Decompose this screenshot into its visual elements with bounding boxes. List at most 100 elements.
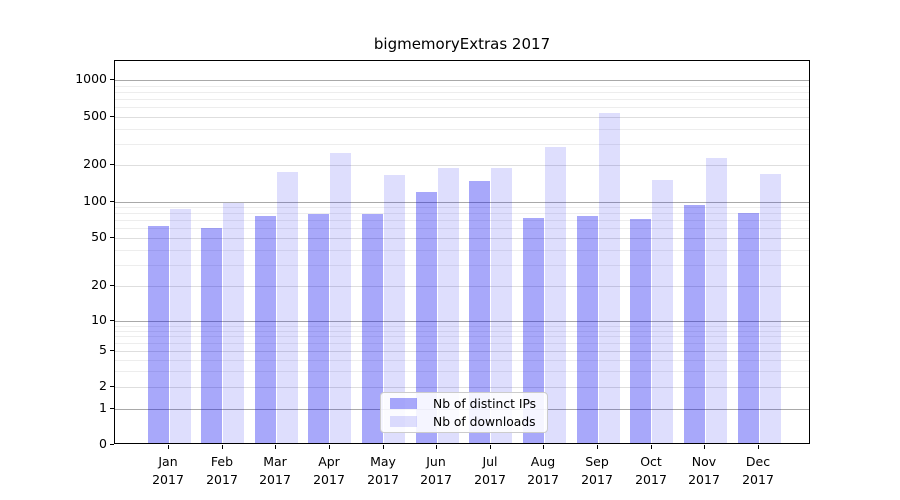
- x-tick-dec: [758, 445, 759, 449]
- gridline-600: [115, 107, 809, 108]
- gridline-100: [115, 202, 809, 203]
- y-tick-200: [110, 164, 114, 165]
- bar-distinct-ips-oct: [630, 219, 652, 443]
- x-tick-jun: [436, 445, 437, 449]
- gridline-200: [115, 165, 809, 166]
- y-tick-label-500: 500: [83, 108, 107, 123]
- gridline-4: [115, 360, 809, 361]
- bar-distinct-ips-may: [362, 214, 384, 443]
- bar-distinct-ips-jul: [469, 181, 491, 443]
- legend-item-downloads: Nb of downloads: [390, 414, 539, 429]
- y-tick-500: [110, 116, 114, 117]
- bar-downloads-oct: [652, 179, 674, 443]
- bar-distinct-ips-jun: [415, 191, 437, 443]
- y-tick-0: [110, 444, 114, 445]
- y-tick-1000: [110, 79, 114, 80]
- bar-downloads-aug: [544, 147, 566, 443]
- bar-distinct-ips-feb: [201, 228, 223, 443]
- x-tick-jul: [490, 445, 491, 449]
- legend-label-distinct-ips: Nb of distinct IPs: [433, 396, 537, 411]
- x-tick-label-dec: Dec 2017: [742, 454, 774, 487]
- y-tick-50: [110, 237, 114, 238]
- y-tick-5: [110, 350, 114, 351]
- plot-area: Nb of distinct IPs Nb of downloads: [114, 60, 810, 444]
- chart-title: bigmemoryExtras 2017: [373, 35, 551, 53]
- gridline-8: [115, 331, 809, 332]
- gridline-60: [115, 228, 809, 229]
- y-tick-label-5: 5: [99, 342, 107, 357]
- legend-label-downloads: Nb of downloads: [433, 414, 536, 429]
- x-tick-label-oct: Oct 2017: [635, 454, 667, 487]
- bar-downloads-mar: [276, 172, 298, 443]
- x-tick-aug: [543, 445, 544, 449]
- gridline-400: [115, 129, 809, 130]
- y-tick-label-10: 10: [91, 312, 107, 327]
- y-tick-10: [110, 320, 114, 321]
- gridline-700: [115, 99, 809, 100]
- bar-distinct-ips-jan: [147, 226, 169, 443]
- x-tick-oct: [651, 445, 652, 449]
- gridline-2: [115, 387, 809, 388]
- y-tick-label-1: 1: [99, 400, 107, 415]
- legend: Nb of distinct IPs Nb of downloads: [380, 392, 548, 433]
- bar-downloads-nov: [705, 157, 727, 443]
- y-tick-100: [110, 201, 114, 202]
- y-tick-1: [110, 408, 114, 409]
- bar-downloads-dec: [759, 174, 781, 443]
- x-tick-label-mar: Mar 2017: [259, 454, 291, 487]
- x-tick-mar: [275, 445, 276, 449]
- legend-swatch-downloads-icon: [390, 416, 417, 427]
- bar-distinct-ips-apr: [308, 214, 330, 443]
- bar-distinct-ips-sep: [576, 216, 598, 443]
- gridline-40: [115, 250, 809, 251]
- bar-downloads-jun: [437, 168, 459, 443]
- gridline-9: [115, 326, 809, 327]
- bar-downloads-jul: [491, 167, 513, 443]
- x-tick-sep: [597, 445, 598, 449]
- y-tick-label-2: 2: [99, 378, 107, 393]
- bar-downloads-feb: [223, 202, 245, 443]
- y-tick-label-100: 100: [83, 193, 107, 208]
- legend-swatch-distinct-ips-icon: [390, 398, 417, 409]
- gridline-7: [115, 336, 809, 337]
- gridline-300: [115, 144, 809, 145]
- x-tick-may: [383, 445, 384, 449]
- bar-distinct-ips-dec: [737, 212, 759, 443]
- y-tick-label-0: 0: [99, 436, 107, 451]
- gridline-90: [115, 207, 809, 208]
- gridline-800: [115, 92, 809, 93]
- bar-downloads-jan: [169, 208, 191, 443]
- y-tick-label-200: 200: [83, 156, 107, 171]
- x-tick-label-jul: Jul 2017: [474, 454, 506, 487]
- gridline-70: [115, 220, 809, 221]
- bar-downloads-apr: [330, 152, 352, 443]
- x-tick-jan: [168, 445, 169, 449]
- y-tick-label-50: 50: [91, 229, 107, 244]
- x-tick-label-nov: Nov 2017: [688, 454, 720, 487]
- bar-downloads-may: [384, 175, 406, 443]
- gridline-10: [115, 321, 809, 322]
- gridline-80: [115, 213, 809, 214]
- y-tick-label-1000: 1000: [75, 71, 107, 86]
- x-tick-apr: [329, 445, 330, 449]
- y-tick-2: [110, 386, 114, 387]
- bar-downloads-sep: [598, 113, 620, 443]
- gridline-5: [115, 351, 809, 352]
- x-tick-label-jun: Jun 2017: [420, 454, 452, 487]
- x-tick-label-may: May 2017: [367, 454, 399, 487]
- gridline-6: [115, 343, 809, 344]
- gridline-3: [115, 371, 809, 372]
- gridline-50: [115, 238, 809, 239]
- gridline-900: [115, 86, 809, 87]
- y-tick-20: [110, 285, 114, 286]
- x-tick-label-feb: Feb 2017: [206, 454, 238, 487]
- gridline-20: [115, 286, 809, 287]
- gridline-1000: [115, 80, 809, 81]
- x-tick-nov: [704, 445, 705, 449]
- legend-item-distinct-ips: Nb of distinct IPs: [390, 396, 539, 411]
- x-tick-label-sep: Sep 2017: [581, 454, 613, 487]
- bar-distinct-ips-nov: [683, 205, 705, 443]
- y-tick-label-20: 20: [91, 277, 107, 292]
- bar-distinct-ips-mar: [254, 216, 276, 443]
